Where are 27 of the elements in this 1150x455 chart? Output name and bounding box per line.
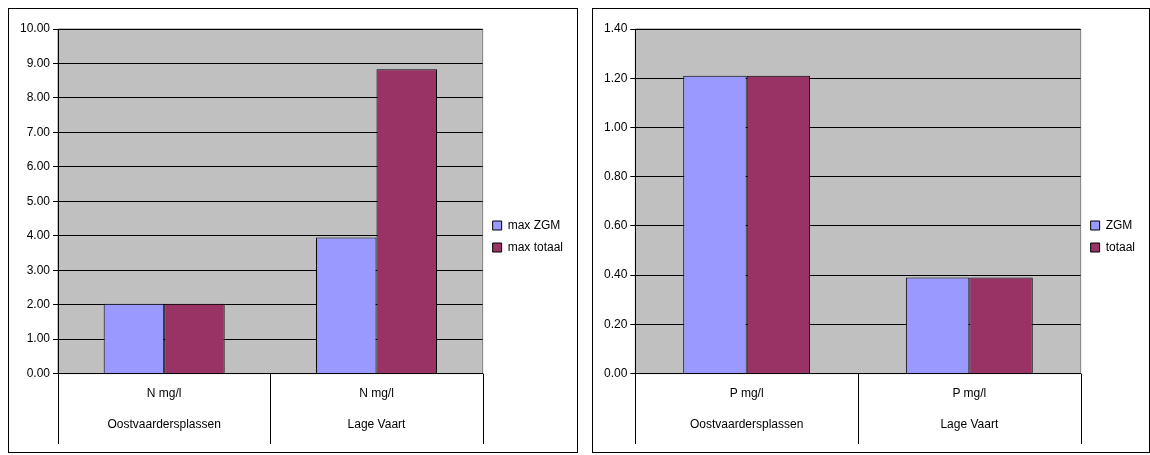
y-tick-label: 0.60 [604,218,628,233]
y-tick-label: 5.00 [26,193,51,208]
category-label: P mg/l Lage Vaart [940,385,999,431]
y-tick-label: 10.00 [20,21,51,36]
legend-label: ZGM [1105,217,1133,232]
y-tick-label: 9.00 [26,55,51,70]
y-tick-label: 7.00 [26,124,51,139]
category-label: N mg/l Oostvaardersplassen [107,385,221,431]
y-tick-label: 0.80 [604,169,628,183]
y-tick-label: 0.00 [604,365,628,380]
y-tick-label: 0.40 [604,267,628,282]
legend-label: max totaal [507,239,563,254]
y-tick-label: 3.00 [26,262,51,277]
y-tick-label: 0.00 [26,365,51,380]
legend-label: max ZGM [507,217,561,232]
y-tick-label: 1.20 [604,70,628,85]
legend-label: totaal [1105,239,1135,254]
y-tick-label: 0.20 [604,316,628,331]
category-label: N mg/l Lage Vaart [347,385,406,431]
y-tick-label: 8.00 [26,90,51,105]
y-tick-label: 4.00 [26,228,51,243]
y-tick-label: 2.00 [26,296,51,311]
y-tick-label: 6.00 [26,159,51,174]
y-tick-label: 1.00 [604,119,628,134]
y-tick-label: 1.40 [604,21,628,36]
y-tick-label: 1.00 [26,331,51,346]
category-label: P mg/l Oostvaardersplassen [689,385,804,431]
